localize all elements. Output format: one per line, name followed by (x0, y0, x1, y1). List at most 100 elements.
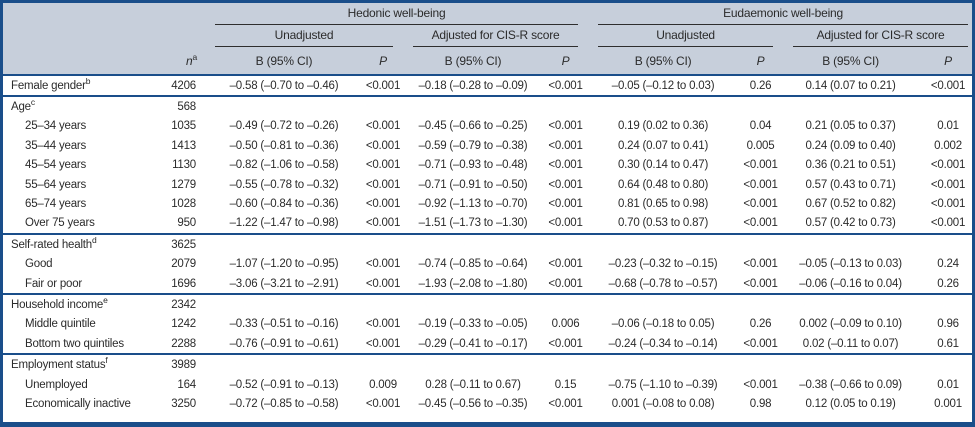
p-value (738, 353, 784, 375)
p-value: <0.001 (743, 337, 778, 350)
b-ci-value: 0.12 (0.05 to 0.19) (805, 397, 896, 410)
b-ci-value: 0.24 (0.07 to 0.41) (617, 139, 709, 152)
p-value: 0.001 (934, 397, 962, 410)
b-ci-value (588, 233, 739, 255)
row-label: 35–44 years (25, 139, 87, 152)
b-ci-value (205, 293, 363, 315)
table-row: Agec 568 (3, 95, 972, 117)
col-group-eudaemonic: Eudaemonic well-being (588, 3, 972, 25)
b-ci-value (205, 353, 363, 375)
p-value: 0.26 (749, 79, 772, 92)
b-ci-value: –0.50 (–0.81 to –0.36) (229, 139, 339, 152)
b-ci-value: –0.82 (–1.06 to –0.58) (229, 159, 339, 172)
p-value: <0.001 (548, 79, 583, 92)
col-group-eudaemonic-label: Eudaemonic well-being (723, 6, 843, 20)
p-value: <0.001 (365, 217, 401, 230)
b-ci-value: 0.30 (0.14 to 0.47) (617, 159, 709, 172)
p-value: <0.001 (548, 139, 583, 152)
b-ci-value: 0.36 (0.21 to 0.51) (805, 159, 896, 172)
b-ci-value: –0.74 (–0.85 to –0.64) (418, 258, 528, 271)
b-ci-value: –1.07 (–1.20 to –0.95) (229, 258, 339, 271)
table-row: Economically inactive 3250 –0.72 (–0.85 to… (3, 394, 972, 413)
table-row: 65–74 years 1028 –0.60 (–0.84 to –0.36) <0.… (3, 194, 972, 213)
row-label: Self-rated healthd (3, 233, 158, 255)
n-value: 1279 (171, 178, 196, 191)
b-ci-value: 0.001 (–0.08 to 0.08) (611, 397, 715, 410)
p-value: <0.001 (365, 79, 401, 92)
p-value (918, 233, 972, 255)
p-value: <0.001 (548, 159, 583, 172)
b-ci-value: –0.45 (–0.56 to –0.35) (418, 397, 528, 410)
header-spacer (3, 47, 158, 76)
n-value: 2342 (158, 293, 205, 315)
table-row: Employment statusf 3989 (3, 353, 972, 375)
p-value (738, 233, 784, 255)
p-value: 0.01 (937, 378, 959, 391)
n-value: 1130 (172, 159, 196, 172)
p-value (918, 293, 972, 315)
n-value: 2079 (171, 258, 196, 271)
col-header-p: P (543, 47, 589, 76)
p-value: <0.001 (548, 277, 583, 290)
table-row: Self-rated healthd 3625 (3, 233, 972, 255)
p-value: 0.009 (369, 378, 397, 391)
p-value: <0.001 (365, 277, 401, 290)
b-ci-value: –0.06 (–0.16 to 0.04) (799, 277, 902, 290)
table-row: 45–54 years 1130 –0.82 (–1.06 to –0.58) <0.… (3, 156, 972, 175)
n-value: 3989 (158, 353, 205, 375)
table-row: Over 75 years 950 –1.22 (–1.47 to –0.98) <0… (3, 214, 972, 234)
b-ci-value: –0.24 (–0.34 to –0.14) (608, 337, 718, 350)
n-value: 4206 (171, 79, 196, 92)
b-ci-value (783, 95, 919, 117)
n-value: 1696 (171, 277, 196, 290)
col-header-p: P (918, 47, 972, 76)
subgroup-label: Unadjusted (656, 28, 715, 42)
b-ci-value: –0.06 (–0.18 to 0.05) (611, 318, 715, 331)
b-ci-value: 0.28 (–0.11 to 0.67) (425, 378, 521, 391)
p-value: <0.001 (365, 139, 401, 152)
row-label: 55–64 years (25, 178, 87, 191)
b-ci-value (205, 95, 363, 117)
n-value: 568 (158, 95, 205, 117)
n-value: 3250 (171, 397, 196, 410)
col-header-b-ci: B (95% CI) (403, 47, 543, 76)
p-value: 0.61 (937, 337, 959, 350)
p-value: <0.001 (743, 217, 778, 230)
b-ci-value: –0.72 (–0.85 to –0.58) (229, 397, 339, 410)
subgroup-eudaemonic-unadjusted: Unadjusted (588, 25, 784, 47)
b-ci-value: –0.68 (–0.78 to –0.57) (608, 277, 718, 290)
n-value: 1035 (171, 120, 196, 133)
col-header-b-ci: B (95% CI) (205, 47, 363, 76)
table-row: Good 2079 –1.07 (–1.20 to –0.95) <0.001 –0.7… (3, 255, 972, 274)
p-value: <0.001 (743, 159, 778, 172)
col-header-b-ci: B (95% CI) (783, 47, 919, 76)
p-value: <0.001 (743, 277, 778, 290)
b-ci-value (403, 233, 543, 255)
b-ci-value: –0.45 (–0.66 to –0.25) (418, 120, 528, 133)
table-row: Bottom two quintiles 2288 –0.76 (–0.91 to … (3, 334, 972, 354)
b-ci-value (783, 233, 919, 255)
p-value (363, 233, 403, 255)
subgroup-eudaemonic-adjusted: Adjusted for CIS-R score (783, 25, 972, 47)
p-value: <0.001 (365, 258, 401, 271)
col-header-p: P (363, 47, 403, 76)
p-value (543, 95, 589, 117)
p-value: <0.001 (743, 258, 778, 271)
p-value: 0.26 (749, 318, 772, 331)
p-value: <0.001 (365, 337, 401, 350)
b-ci-value: –0.76 (–0.91 to –0.61) (229, 337, 339, 350)
header-row-subgroups: Unadjusted Adjusted for CIS-R score Unad… (3, 25, 972, 47)
p-value: <0.001 (365, 159, 401, 172)
row-label: Household incomee (3, 293, 158, 315)
b-ci-value (783, 353, 919, 375)
row-label: Middle quintile (25, 318, 96, 331)
b-ci-value: –0.92 (–1.13 to –0.70) (418, 198, 528, 211)
header-spacer (3, 25, 205, 47)
p-value: <0.001 (548, 258, 583, 271)
p-value (918, 95, 972, 117)
b-ci-value: 0.57 (0.43 to 0.71) (805, 178, 896, 191)
b-ci-value (205, 233, 363, 255)
b-ci-value: 0.02 (–0.11 to 0.07) (802, 337, 899, 350)
n-value: 3625 (158, 233, 205, 255)
b-ci-value: 0.14 (0.07 to 0.21) (805, 79, 896, 92)
